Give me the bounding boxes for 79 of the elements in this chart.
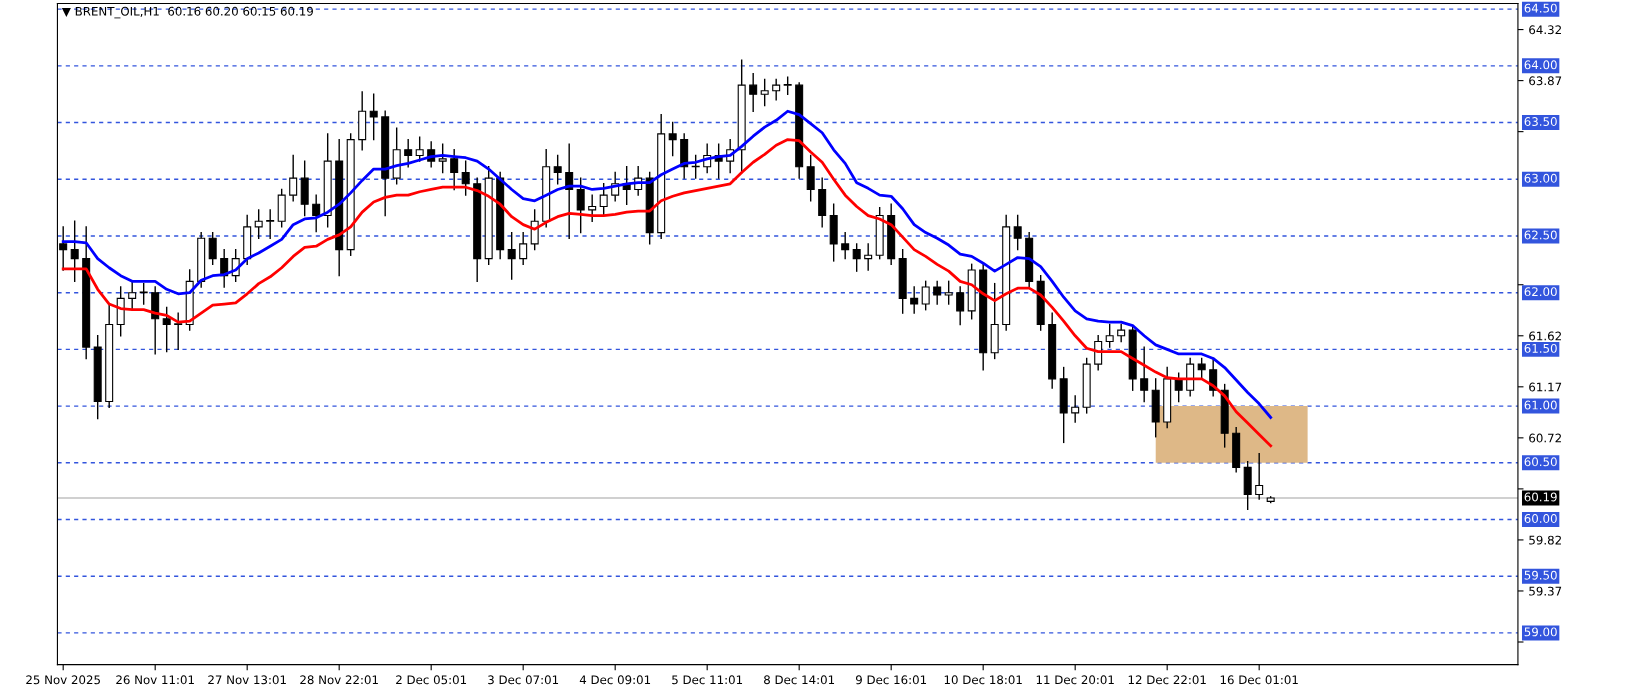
candlestick [921,280,930,311]
y-tick-label: 64.32 [1529,25,1561,35]
x-tick-label: 8 Dec 14:01 [764,675,835,685]
x-tick-label: 25 Nov 2025 [26,675,100,685]
ref-line-label: 64.50 [1524,3,1557,13]
y-tick-label: 60.72 [1529,433,1561,443]
candlestick [450,149,459,191]
candlestick [910,286,919,314]
y-tick-label: 63.87 [1529,76,1562,86]
candlestick [507,231,516,280]
candlestick [933,280,942,305]
candlestick [852,243,861,272]
candlestick [174,312,183,351]
x-tick-label: 5 Dec 11:01 [672,675,743,685]
candlestick [70,220,79,283]
candlestick [760,78,769,107]
y-tick-label: 61.17 [1529,382,1562,392]
candlestick [415,136,424,162]
candlestick [553,154,562,185]
candlestick [944,280,953,305]
x-tick-label: 27 Nov 13:01 [208,675,286,685]
x-tick-label: 16 Dec 01:01 [1220,675,1298,685]
y-tick-label: 61.62 [1529,331,1561,341]
x-tick-label: 28 Nov 22:01 [300,675,378,685]
ref-line-label: 61.50 [1524,343,1557,353]
candlestick [208,231,217,266]
ref-line-label: 62.00 [1524,287,1557,297]
x-tick-label: 10 Dec 18:01 [944,675,1022,685]
ref-line-label: 60.50 [1524,457,1557,467]
candlestick [369,93,378,141]
x-tick-label: 11 Dec 20:01 [1036,675,1114,685]
x-tick-label: 4 Dec 09:01 [579,675,651,685]
candlestick [1105,323,1114,348]
candlestick [772,78,781,101]
candlestick [254,209,263,239]
candlestick [576,177,585,234]
candlestick [1255,453,1264,500]
y-tick-label: 59.37 [1529,586,1562,596]
candlestick [1140,346,1149,403]
chart-title: ▼ BRENT_OIL,H1 60.16 60.20 60.15 60.19 [61,6,313,19]
candlestick [461,160,470,196]
y-tick-label: 59.82 [1529,535,1561,545]
ref-line-label: 62.50 [1524,230,1557,240]
candlestick [1071,395,1080,423]
ref-line-label: 63.00 [1524,173,1557,183]
candlestick [266,209,275,239]
candlestick [1117,323,1126,343]
ref-line-label: 64.00 [1524,60,1557,70]
candlestick [1197,357,1206,380]
candlestick [289,154,298,202]
candlestick [162,306,171,353]
candlestick [519,231,528,266]
candlestick [749,73,758,112]
ref-line-label: 59.00 [1524,627,1557,637]
ref-line-label: 60.00 [1524,514,1557,523]
line-series [61,138,1273,448]
x-tick-label: 9 Dec 16:01 [855,675,927,685]
ref-line-label: 61.00 [1524,400,1557,410]
x-tick-label: 2 Dec 05:01 [396,675,467,685]
candlestick [128,280,137,311]
candlestick [404,138,413,168]
candlestick [588,194,597,222]
x-tick-label: 26 Nov 11:01 [116,675,194,685]
candlestick [312,194,321,233]
ref-line-label: 59.50 [1524,570,1557,580]
x-tick-label: 3 Dec 07:01 [488,675,559,685]
candlestick [841,231,850,260]
candlestick [1013,214,1022,251]
candlestick [864,243,873,271]
line-series [61,109,1273,419]
candlestick [956,286,965,326]
ref-line-label: 63.50 [1524,117,1557,126]
candlestick [806,154,815,202]
candlestick [438,143,447,174]
ref-line-label: 60.19 [1524,492,1557,502]
candlestick [599,183,608,217]
x-tick-label: 12 Dec 22:01 [1128,675,1206,685]
candlestick [139,282,148,305]
candlestick [668,121,677,157]
